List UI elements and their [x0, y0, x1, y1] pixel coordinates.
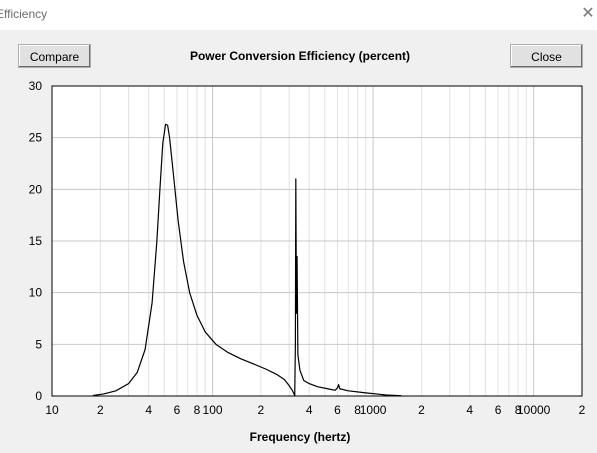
- x-tick-label: 6: [174, 403, 181, 417]
- x-tick-label: 2: [579, 403, 586, 417]
- y-tick-label: 30: [29, 79, 43, 93]
- x-tick-label: 10: [45, 403, 59, 417]
- x-tick-label: 2: [418, 403, 425, 417]
- compare-button[interactable]: Compare: [18, 44, 91, 68]
- close-button[interactable]: Close: [510, 44, 583, 68]
- close-icon[interactable]: ✕: [581, 5, 595, 22]
- y-tick-label: 20: [29, 182, 43, 196]
- title-bar: Efficiency ✕: [0, 0, 597, 30]
- y-tick-label: 5: [35, 337, 42, 351]
- y-tick-label: 10: [29, 286, 43, 300]
- x-tick-label: 8: [354, 403, 361, 417]
- x-tick-label: 6: [334, 403, 341, 417]
- x-tick-label: 4: [306, 403, 313, 417]
- y-tick-label: 25: [29, 131, 43, 145]
- x-tick-label: 4: [466, 403, 473, 417]
- chart-title: Power Conversion Efficiency (percent): [189, 49, 411, 63]
- y-tick-label: 15: [29, 234, 43, 248]
- x-axis-label: Frequency (hertz): [249, 430, 351, 444]
- window-title: Efficiency: [0, 7, 48, 21]
- efficiency-series-line: [92, 123, 402, 397]
- y-tick-label: 0: [35, 389, 42, 403]
- plot-border: [51, 85, 583, 397]
- x-tick-label: 100: [203, 403, 223, 417]
- x-tick-label: 6: [495, 403, 502, 417]
- x-tick-label: 8: [515, 403, 522, 417]
- x-tick-label: 8: [194, 403, 201, 417]
- x-tick-label: 4: [145, 403, 152, 417]
- x-tick-label: 2: [258, 403, 265, 417]
- x-tick-label: 1000: [360, 403, 387, 417]
- x-tick-label: 10000: [517, 403, 551, 417]
- x-tick-label: 2: [97, 403, 104, 417]
